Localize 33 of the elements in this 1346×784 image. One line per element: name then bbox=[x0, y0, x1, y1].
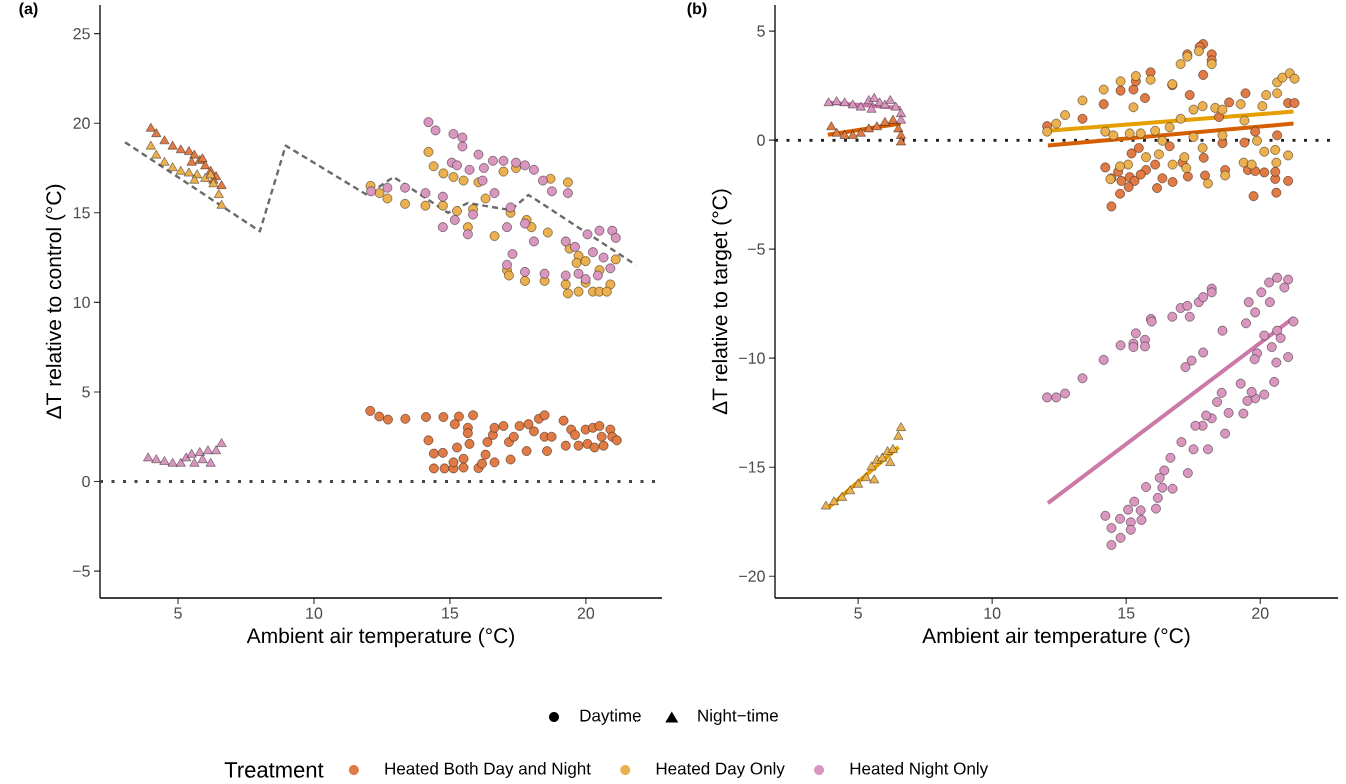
x-tick-label: 5 bbox=[174, 607, 182, 619]
y-tick-label: −20 bbox=[739, 570, 765, 582]
y-tick-label: 10 bbox=[73, 296, 90, 309]
y-tick-label: 0 bbox=[82, 475, 90, 488]
x-tick-label: 5 bbox=[854, 607, 862, 619]
x-tick-label: 20 bbox=[577, 607, 595, 619]
chart-title: (b) bbox=[687, 2, 707, 18]
legend-label: Heated Day Only bbox=[656, 762, 785, 778]
x-axis-title: Ambient air temperature (°C) bbox=[922, 627, 1190, 648]
x-tick-label: 10 bbox=[984, 607, 1001, 619]
legend-label: Heated Night Only bbox=[850, 762, 989, 778]
y-tick-label: −5 bbox=[748, 243, 765, 255]
legend-label: Heated Both Day and Night bbox=[385, 762, 591, 778]
x-tick-label: 10 bbox=[306, 607, 323, 619]
y-tick-label: 5 bbox=[82, 386, 90, 398]
x-axis-title: Ambient air temperature (°C) bbox=[246, 627, 514, 648]
y-tick-label: 25 bbox=[73, 28, 90, 40]
y-tick-label: −10 bbox=[739, 352, 765, 364]
x-tick-label: 15 bbox=[442, 607, 459, 619]
y-tick-label: 20 bbox=[73, 117, 90, 129]
y-tick-label: 15 bbox=[73, 207, 90, 219]
y-tick-label: −15 bbox=[739, 461, 765, 473]
chart-title: (a) bbox=[19, 2, 38, 18]
legend-title: Treatment bbox=[224, 762, 324, 778]
y-tick-label: 0 bbox=[757, 134, 765, 146]
x-tick-label: 15 bbox=[1118, 607, 1135, 619]
y-tick-label: −5 bbox=[73, 565, 90, 577]
y-axis-title: ΔT relative to control (°C) bbox=[45, 184, 66, 419]
y-axis-title: ΔT relative to target (°C) bbox=[711, 189, 732, 415]
text: Daytime bbox=[580, 709, 641, 725]
x-tick-label: 20 bbox=[1252, 607, 1269, 619]
text: Night−time bbox=[698, 709, 778, 725]
y-tick-label: 5 bbox=[757, 25, 765, 37]
